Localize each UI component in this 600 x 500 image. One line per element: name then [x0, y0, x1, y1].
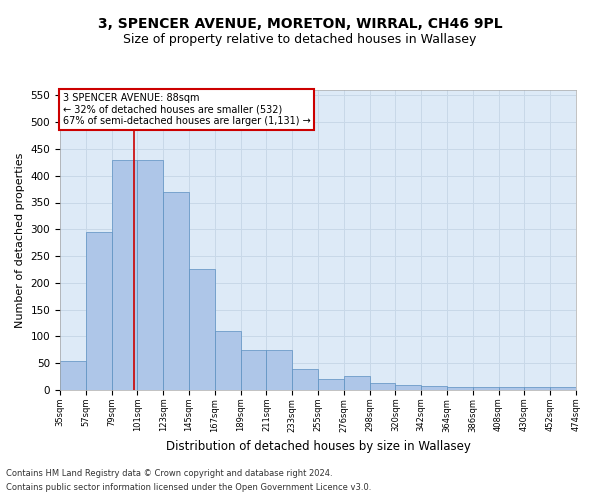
Text: Contains HM Land Registry data © Crown copyright and database right 2024.: Contains HM Land Registry data © Crown c… [6, 468, 332, 477]
Bar [189, 270, 215, 390]
Bar [241, 350, 266, 390]
Bar [318, 380, 344, 390]
Bar [344, 376, 370, 390]
Bar [524, 388, 550, 390]
Bar [163, 192, 189, 390]
Bar [499, 388, 524, 390]
Bar [60, 360, 86, 390]
Bar [137, 160, 163, 390]
Bar [370, 383, 395, 390]
Text: Contains public sector information licensed under the Open Government Licence v3: Contains public sector information licen… [6, 484, 371, 492]
Bar [550, 388, 576, 390]
Bar [447, 388, 473, 390]
Text: 3 SPENCER AVENUE: 88sqm
← 32% of detached houses are smaller (532)
67% of semi-d: 3 SPENCER AVENUE: 88sqm ← 32% of detache… [62, 93, 310, 126]
Y-axis label: Number of detached properties: Number of detached properties [15, 152, 25, 328]
Text: Size of property relative to detached houses in Wallasey: Size of property relative to detached ho… [124, 32, 476, 46]
Bar [395, 384, 421, 390]
Bar [112, 160, 137, 390]
Bar [86, 232, 112, 390]
Bar [266, 350, 292, 390]
Bar [421, 386, 447, 390]
Bar [215, 331, 241, 390]
Bar [473, 388, 499, 390]
Text: 3, SPENCER AVENUE, MORETON, WIRRAL, CH46 9PL: 3, SPENCER AVENUE, MORETON, WIRRAL, CH46… [98, 18, 502, 32]
X-axis label: Distribution of detached houses by size in Wallasey: Distribution of detached houses by size … [166, 440, 470, 453]
Bar [292, 368, 318, 390]
